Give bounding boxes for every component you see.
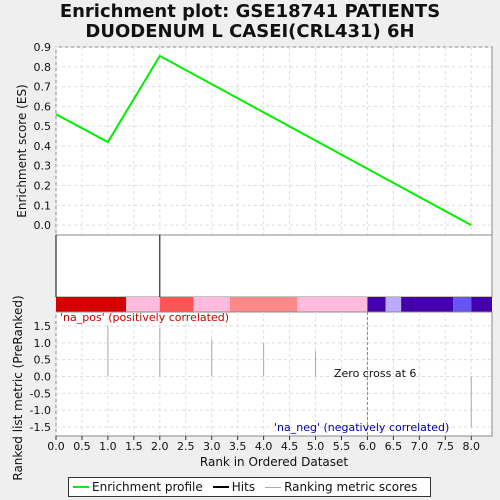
metric-y-ticks: 1.5 1.0 0.5 0.0 -0.5 -1.0 -1.5	[30, 320, 51, 434]
x-tick-label: 1.5	[125, 440, 143, 453]
es-y-tick-label: 0.0	[34, 219, 52, 232]
x-tick-label: 6.5	[385, 440, 403, 453]
es-y-tick-label: 0.3	[34, 160, 52, 173]
hits-panel	[55, 234, 493, 298]
colorbar-segment	[159, 297, 194, 312]
metric-bars	[107, 326, 472, 427]
x-axis-label: Rank in Ordered Dataset	[200, 455, 348, 469]
x-tick-label: 4.5	[281, 440, 299, 453]
chart-title-line1: Enrichment plot: GSE18741 PATIENTS	[59, 1, 441, 22]
metric-y-axis-label: Ranked list metric (PreRanked)	[11, 295, 25, 480]
chart-title: Enrichment plot: GSE18741 PATIENTS DUODE…	[0, 2, 500, 42]
x-tick-label: 2.0	[151, 440, 169, 453]
metric-y-tick-label: 1.5	[34, 320, 52, 333]
x-tick-label: 5.5	[333, 440, 351, 453]
x-tick-label: 1.0	[99, 440, 117, 453]
metric-y-tick-label: 0.5	[34, 354, 52, 367]
es-y-tick-label: 0.5	[34, 120, 52, 133]
x-tick-label: 4.0	[255, 440, 273, 453]
legend: Enrichment profile Hits Ranking metric s…	[68, 477, 431, 497]
metric-panel	[55, 311, 493, 437]
hits-lines	[55, 235, 161, 297]
legend-label-ranking: Ranking metric scores	[284, 480, 418, 494]
colorbar-segment	[385, 297, 402, 312]
es-y-tick-label: 0.2	[34, 180, 52, 193]
x-tick-label: 0.5	[73, 440, 91, 453]
x-tick-label: 8.0	[462, 440, 480, 453]
metric-y-tick-label: 1.0	[34, 337, 52, 350]
zero-cross-label: Zero cross at 6	[334, 367, 416, 380]
colorbar-segment	[193, 297, 230, 312]
es-y-tick-label: 0.1	[34, 199, 52, 212]
es-y-axis-label: Enrichment score (ES)	[15, 84, 29, 217]
legend-item-ranking: Ranking metric scores	[265, 480, 417, 494]
es-y-tick-label: 0.7	[34, 81, 52, 94]
rank-colorbar	[56, 297, 492, 312]
colorbar-segment	[56, 297, 127, 312]
legend-item-hits: Hits	[212, 480, 256, 494]
colorbar-segment	[367, 297, 386, 312]
legend-item-enrichment: Enrichment profile	[73, 480, 203, 494]
legend-swatch-ranking	[265, 486, 282, 488]
pos-correlated-label: 'na_pos' (positively correlated)	[60, 311, 229, 324]
colorbar-segment	[229, 297, 298, 312]
x-tick-label: 6.0	[359, 440, 377, 453]
x-tick-label: 0.0	[47, 440, 65, 453]
metric-grid	[55, 312, 492, 436]
colorbar-segment	[401, 297, 454, 312]
es-y-tick-label: 0.6	[34, 100, 52, 113]
x-tick-label: 2.5	[177, 440, 195, 453]
colorbar-segment	[471, 297, 492, 312]
x-tick-label: 3.0	[203, 440, 221, 453]
es-y-ticks: 0.9 0.8 0.7 0.6 0.5 0.4 0.3 0.2 0.1 0.0	[34, 41, 52, 232]
legend-label-enrichment: Enrichment profile	[92, 480, 203, 494]
colorbar-segment	[453, 297, 472, 312]
x-tick-label: 5.0	[307, 440, 325, 453]
legend-swatch-enrichment	[73, 486, 89, 488]
metric-y-tick-label: -1.5	[30, 421, 51, 434]
x-tick-label: 3.5	[229, 440, 247, 453]
legend-swatch-hits	[212, 486, 229, 488]
colorbar-segment	[297, 297, 368, 312]
es-panel	[55, 46, 493, 236]
neg-correlated-label: 'na_neg' (negatively correlated)	[274, 421, 449, 434]
x-tick-label: 7.0	[411, 440, 429, 453]
colorbar-segment	[126, 297, 160, 312]
metric-y-tick-label: -1.0	[30, 404, 51, 417]
metric-x-ticks: 0.0 0.5 1.0 1.5 2.0 2.5 3.0 3.5 4.0 4.5 5.0 5.5 6.0 6…	[47, 436, 480, 453]
es-y-tick-label: 0.4	[34, 140, 52, 153]
es-y-tick-label: 0.9	[34, 41, 52, 54]
metric-y-tick-label: -0.5	[30, 387, 51, 400]
x-tick-label: 7.5	[437, 440, 455, 453]
legend-label-hits: Hits	[231, 480, 256, 494]
metric-y-tick-label: 0.0	[34, 371, 52, 384]
chart-title-line2: DUODENUM L CASEI(CRL431) 6H	[85, 21, 415, 42]
es-y-tick-label: 0.8	[34, 61, 52, 74]
enrichment-profile-line	[55, 54, 472, 226]
